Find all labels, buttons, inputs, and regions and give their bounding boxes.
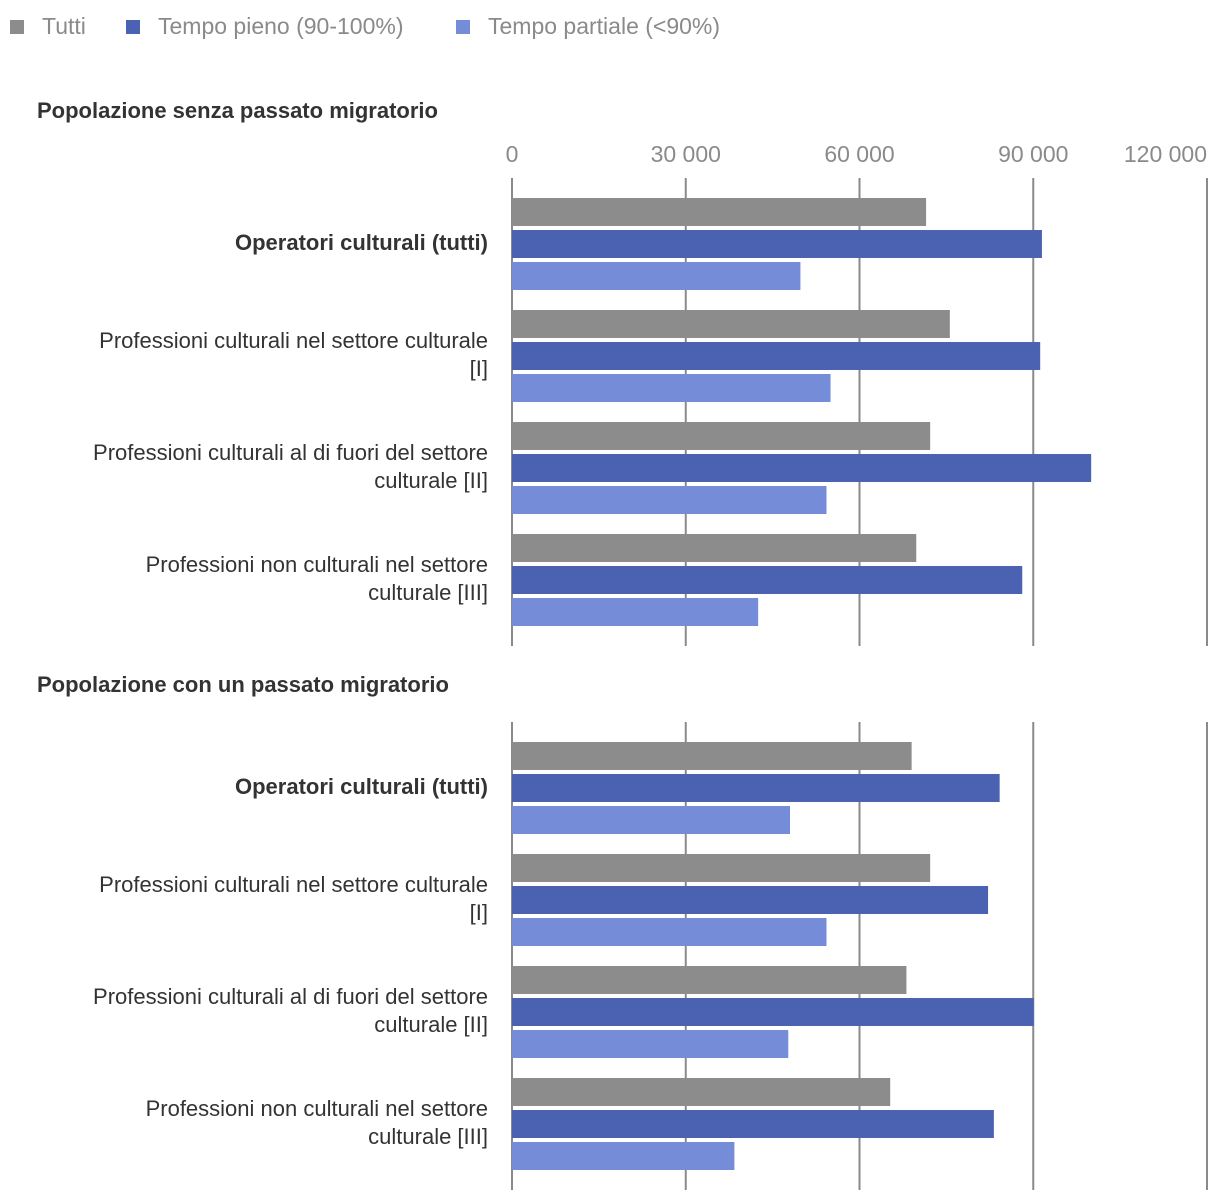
bar-1-3-0 [512,1078,891,1106]
bar-0-3-2 [512,598,759,626]
category-label-0-3-1: culturale [III] [368,580,488,605]
category-label-0-2-1: culturale [II] [374,468,488,493]
category-label-1-2-0: Professioni culturali al di fuori del se… [93,984,488,1009]
group-title-0: Popolazione senza passato migratorio [37,98,438,123]
bar-0-2-1 [512,454,1092,482]
bar-0-1-0 [512,310,950,338]
x-tick-label-1: 30 000 [651,141,721,167]
bar-0-1-2 [512,374,831,402]
legend-label-1: Tempo pieno (90-100%) [158,13,403,39]
x-tick-label-4: 120 000 [1124,141,1207,167]
bar-1-1-2 [512,918,827,946]
category-label-1-1-1: [I] [470,900,488,925]
bar-1-2-2 [512,1030,789,1058]
x-tick-label-2: 60 000 [824,141,894,167]
bar-1-1-1 [512,886,989,914]
bar-1-3-2 [512,1142,735,1170]
legend-label-0: Tutti [42,13,86,39]
category-label-1-2-1: culturale [II] [374,1012,488,1037]
category-label-0-0-0: Operatori culturali (tutti) [235,230,488,255]
category-label-0-1-0: Professioni culturali nel settore cultur… [99,328,488,353]
bar-1-3-1 [512,1110,994,1138]
group-title-1: Popolazione con un passato migratorio [37,672,449,697]
category-label-0-1-1: [I] [470,356,488,381]
bar-0-3-1 [512,566,1023,594]
category-label-1-3-0: Professioni non culturali nel settore [146,1096,488,1121]
bar-0-2-0 [512,422,931,450]
bar-1-1-0 [512,854,931,882]
category-label-0-3-0: Professioni non culturali nel settore [146,552,488,577]
legend-swatch-1 [126,20,140,34]
bar-0-0-0 [512,198,927,226]
bar-0-3-0 [512,534,917,562]
bar-1-0-0 [512,742,912,770]
bar-1-2-1 [512,998,1034,1026]
category-label-1-0-0: Operatori culturali (tutti) [235,774,488,799]
category-label-1-1-0: Professioni culturali nel settore cultur… [99,872,488,897]
bar-0-1-1 [512,342,1041,370]
legend-swatch-2 [456,20,470,34]
bar-1-2-0 [512,966,907,994]
legend-swatch-0 [10,20,24,34]
legend-label-2: Tempo partiale (<90%) [488,13,720,39]
bar-0-0-1 [512,230,1042,258]
category-label-1-3-1: culturale [III] [368,1124,488,1149]
x-tick-label-3: 90 000 [998,141,1068,167]
bar-0-2-2 [512,486,827,514]
bar-1-0-1 [512,774,1000,802]
bar-0-0-2 [512,262,801,290]
x-tick-label-0: 0 [506,141,519,167]
category-label-0-2-0: Professioni culturali al di fuori del se… [93,440,488,465]
bar-1-0-2 [512,806,790,834]
